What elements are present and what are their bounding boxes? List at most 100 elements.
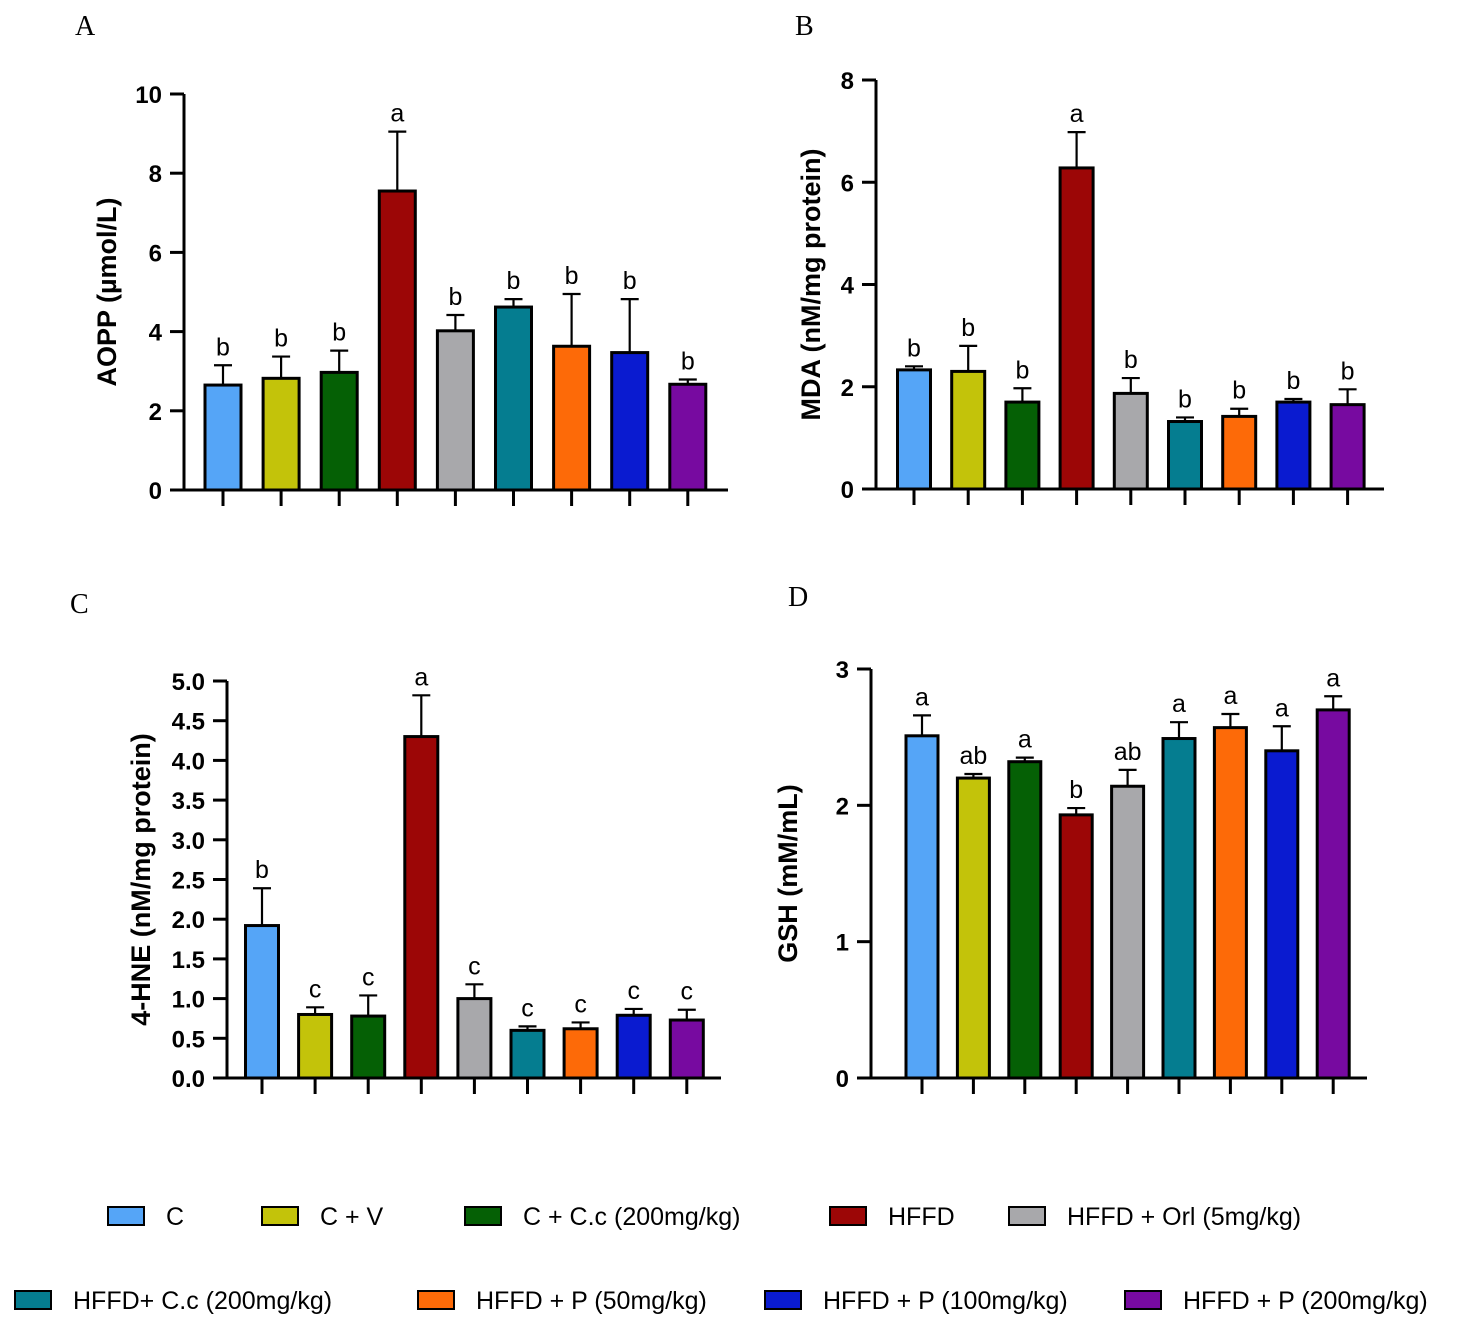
significance-label: b — [907, 334, 921, 362]
significance-label: b — [448, 283, 462, 311]
significance-label: b — [1015, 356, 1029, 384]
significance-label: b — [1124, 346, 1138, 374]
bar-7 — [562, 1027, 599, 1080]
y-tick-label: 1 — [836, 930, 849, 957]
y-tick-label: 1.0 — [172, 987, 205, 1014]
bar-2 — [950, 369, 987, 491]
y-tick-label: 4 — [149, 320, 163, 347]
bar-7 — [1221, 414, 1258, 491]
significance-label: a — [414, 663, 428, 691]
y-tick-label: 5.0 — [172, 669, 205, 696]
significance-label: b — [961, 314, 975, 342]
y-tick-label: 2.0 — [172, 907, 205, 934]
y-axis-title-c: 4-HNE (nM/mg protein) — [126, 733, 156, 1025]
significance-label: ab — [1114, 738, 1142, 766]
legend-swatch — [14, 1290, 52, 1310]
y-tick-label: 6 — [149, 240, 162, 267]
significance-label: b — [1069, 776, 1083, 804]
bar-8 — [1264, 749, 1300, 1080]
y-tick-label: 4.0 — [172, 748, 205, 775]
bar-6 — [1167, 420, 1203, 491]
y-axis-title-b: MDA (nM/mg protein) — [796, 149, 826, 421]
bar-7 — [552, 344, 592, 492]
significance-label: b — [623, 267, 637, 295]
y-tick-label: 0.0 — [172, 1066, 205, 1093]
bar-8 — [610, 351, 650, 492]
legend-swatch — [764, 1290, 802, 1310]
significance-label: b — [1232, 377, 1246, 405]
legend-label: C — [166, 1203, 184, 1231]
legend-swatch — [1008, 1206, 1046, 1226]
bar-1 — [244, 924, 280, 1080]
legend-swatch — [417, 1290, 455, 1310]
chart-panel-c: b c c a c c c c c 0.0 0.5 1.0 1.5 2.0 2.5 3.0 3.5 4.0 4.5 5… — [126, 663, 721, 1094]
bar-1 — [203, 383, 243, 492]
legend-swatch — [829, 1206, 867, 1226]
legend-label: HFFD + P (200mg/kg) — [1183, 1287, 1428, 1315]
y-tick-label: 4 — [841, 273, 855, 300]
panel-letter-a: A — [75, 11, 96, 42]
y-tick-label: 6 — [841, 170, 854, 197]
significance-label: a — [1018, 726, 1032, 754]
bar-6 — [509, 1028, 546, 1080]
legend-swatch — [107, 1206, 145, 1226]
bar-5 — [435, 329, 475, 492]
legend-label: C + C.c (200mg/kg) — [523, 1203, 740, 1231]
y-tick-label: 3.0 — [172, 828, 205, 855]
bar-2 — [955, 776, 991, 1080]
significance-label: c — [574, 990, 587, 1018]
legend-swatch — [261, 1206, 299, 1226]
panel-letter-b: B — [795, 11, 814, 42]
y-axis-title-a: AOPP (µmol/L) — [92, 197, 122, 386]
bar-5 — [456, 997, 493, 1080]
legend-label: HFFD + Orl (5mg/kg) — [1067, 1203, 1301, 1231]
significance-label: a — [1070, 100, 1084, 128]
bar-3 — [1004, 400, 1041, 491]
significance-label: a — [1275, 694, 1289, 722]
bar-9 — [668, 1018, 705, 1080]
significance-label: a — [1172, 690, 1186, 718]
y-tick-label: 2 — [841, 375, 854, 402]
significance-label: b — [1178, 385, 1192, 413]
significance-label: a — [915, 683, 929, 711]
significance-label: b — [1341, 357, 1355, 385]
bar-9 — [1315, 708, 1351, 1080]
bar-4 — [1058, 813, 1094, 1080]
chart-panel-b: b b b a b b b b b 0 2 4 6 8 MDA (nM/mg protein) — [796, 68, 1384, 505]
y-tick-label: 3 — [836, 657, 849, 684]
y-tick-label: 0.5 — [172, 1026, 205, 1053]
significance-label: a — [390, 100, 404, 128]
legend-label: HFFD + P (100mg/kg) — [823, 1287, 1068, 1315]
legend-label: HFFD + P (50mg/kg) — [476, 1287, 707, 1315]
bar-1 — [904, 734, 940, 1080]
significance-label: b — [681, 348, 695, 376]
bar-8 — [1275, 400, 1312, 491]
legend-swatch — [1124, 1290, 1162, 1310]
y-tick-label: 2 — [836, 793, 849, 820]
legend-label: HFFD+ C.c (200mg/kg) — [73, 1287, 332, 1315]
bar-7 — [1212, 726, 1248, 1080]
bar-4 — [403, 735, 440, 1080]
y-tick-label: 0 — [841, 477, 854, 504]
y-tick-label: 4.5 — [172, 709, 205, 736]
bar-5 — [1112, 391, 1149, 491]
legend-swatch — [464, 1206, 502, 1226]
y-tick-label: 1.5 — [172, 947, 205, 974]
bar-3 — [319, 370, 359, 492]
significance-label: b — [274, 325, 288, 353]
bar-3 — [1007, 760, 1043, 1080]
bar-2 — [261, 376, 301, 492]
legend: C C + V C + C.c (200mg/kg) HFFD HFFD + Orl (… — [14, 1203, 1428, 1315]
y-tick-label: 2.5 — [172, 868, 205, 895]
bar-9 — [668, 382, 708, 492]
y-tick-label: 2 — [149, 399, 162, 426]
significance-label: a — [1326, 664, 1340, 692]
bar-8 — [615, 1013, 652, 1080]
bar-6 — [494, 305, 533, 492]
panel-letter-d: D — [788, 582, 808, 613]
legend-label: HFFD — [888, 1203, 955, 1231]
bar-4 — [377, 189, 417, 492]
bar-4 — [1058, 166, 1095, 491]
